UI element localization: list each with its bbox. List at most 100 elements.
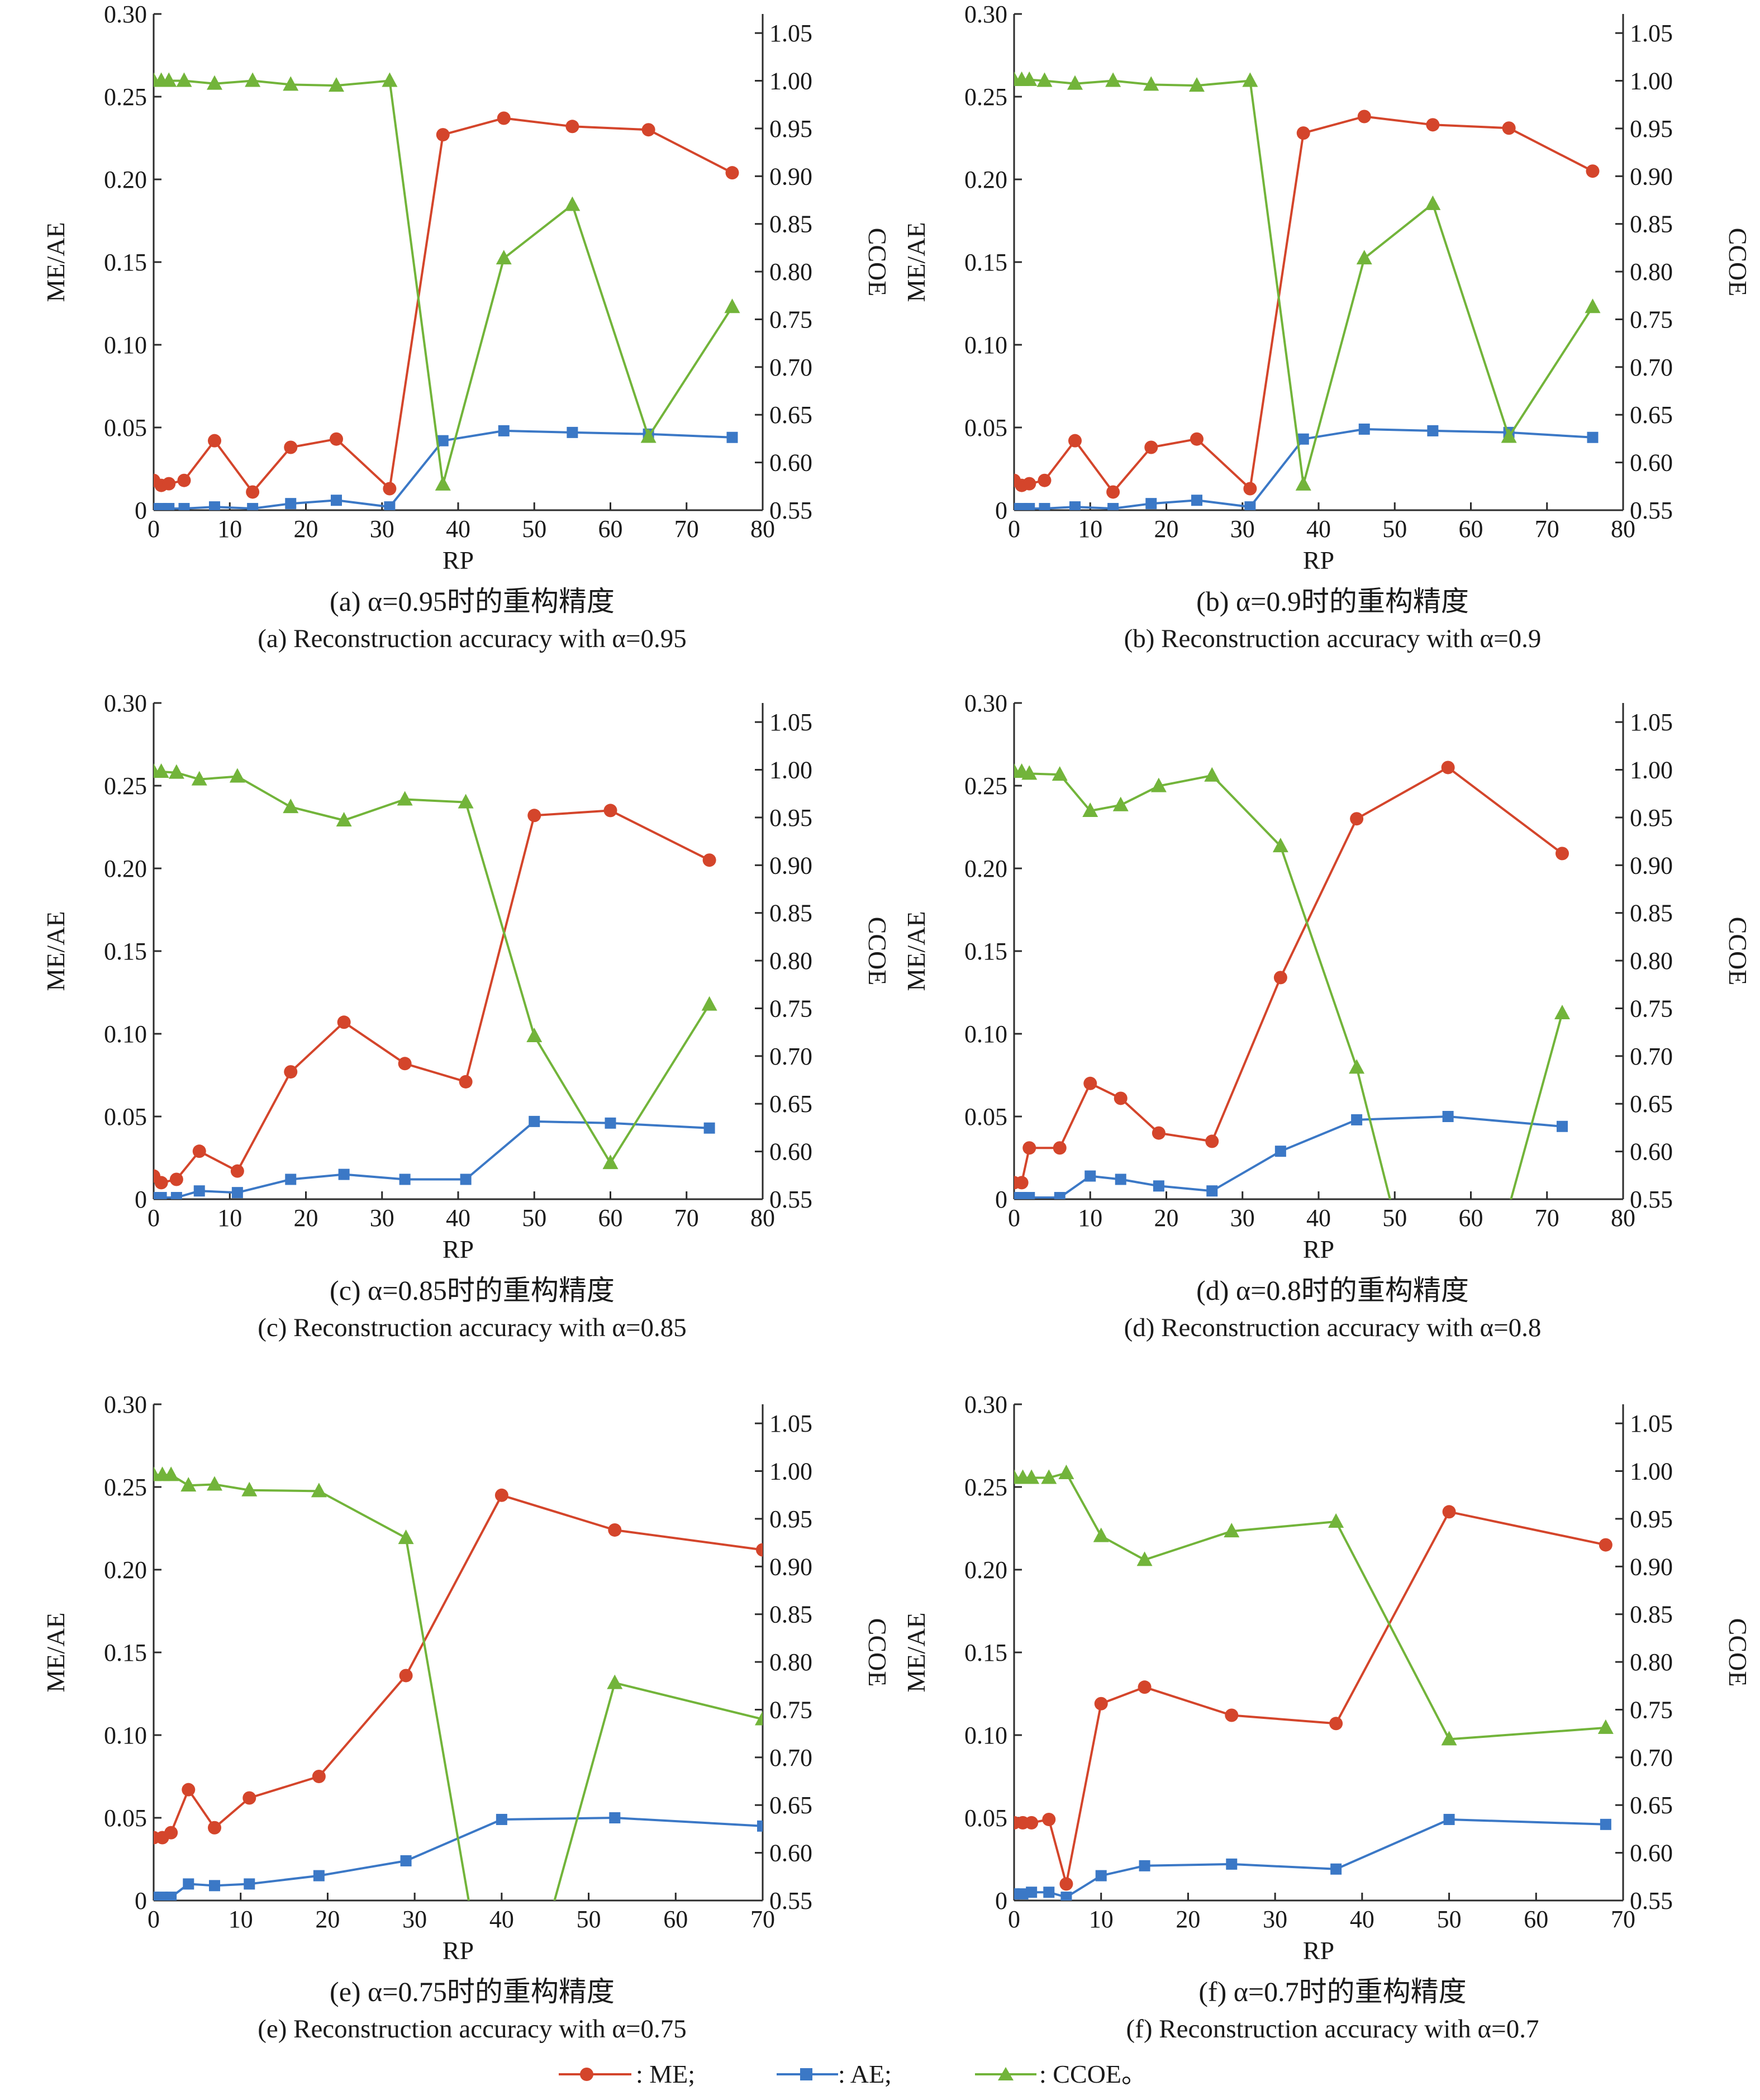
left-y-tick-label: 0.15: [104, 938, 147, 965]
ccoe-point: [1093, 1527, 1109, 1542]
x-tick-label: 30: [1230, 515, 1255, 543]
me-point: [1053, 1141, 1067, 1155]
x-tick-label: 50: [522, 1204, 546, 1232]
me-point: [284, 440, 298, 454]
x-tick-label: 50: [1382, 1204, 1407, 1232]
me-point: [164, 1826, 178, 1840]
x-tick-label: 20: [1176, 1906, 1200, 1933]
right-y-tick-label: 0.60: [769, 1840, 812, 1867]
me-point: [242, 1791, 256, 1805]
x-tick-label: 10: [1089, 1906, 1114, 1933]
me-point: [1025, 1816, 1039, 1830]
right-y-tick-label: 0.85: [1630, 211, 1673, 238]
left-y-tick-label: 0.10: [104, 1020, 147, 1048]
left-y-tick-label: 0.25: [104, 83, 147, 111]
plot-area: [154, 72, 740, 510]
me-point: [1042, 1812, 1056, 1826]
x-tick-label: 30: [402, 1906, 427, 1933]
right-axis-title: CCOE: [863, 917, 892, 986]
ae-point: [529, 1115, 540, 1127]
series-line-ae: [1014, 1818, 1606, 1899]
ae-point: [399, 1173, 411, 1185]
series-me: [154, 804, 716, 1190]
x-tick-label: 0: [1008, 1204, 1020, 1232]
right-y-tick-label: 0.60: [1630, 1840, 1673, 1867]
x-tick-label: 20: [1154, 1204, 1179, 1232]
ae-point: [1024, 503, 1035, 510]
ccoe-point: [435, 476, 451, 491]
ccoe-point: [1058, 1464, 1074, 1479]
ccoe-point: [564, 196, 581, 211]
caption-chinese: (e) α=0.75时的重构精度: [330, 1976, 615, 2007]
ccoe-point: [1272, 838, 1288, 853]
right-y-tick-label: 0.65: [1630, 1792, 1673, 1819]
legend-item-ccoe: : CCOE。: [975, 2060, 1147, 2088]
me-point: [459, 1075, 473, 1089]
ae-point: [183, 1878, 194, 1890]
right-axis-title: CCOE: [1724, 917, 1752, 986]
right-y-tick-label: 0.70: [769, 354, 812, 381]
caption-chinese: (d) α=0.8时的重构精度: [1196, 1275, 1469, 1306]
ae-point: [757, 1820, 763, 1832]
ae-point: [496, 1813, 507, 1825]
plot-area: [1014, 71, 1601, 510]
left-y-tick-label: 0.20: [964, 855, 1007, 882]
x-tick-label: 20: [315, 1906, 340, 1933]
ae-point: [331, 495, 342, 506]
right-y-tick-label: 0.85: [769, 900, 812, 927]
x-tick-label: 80: [1611, 1204, 1635, 1232]
ccoe-point: [398, 1529, 414, 1545]
me-point: [1059, 1877, 1073, 1891]
me-point: [312, 1770, 326, 1783]
x-tick-label: 30: [1263, 1906, 1287, 1933]
ccoe-point: [245, 72, 261, 87]
series-ae: [1014, 1111, 1568, 1199]
left-axis-title: ME/AE: [902, 222, 930, 302]
right-y-tick-label: 1.05: [769, 1410, 812, 1437]
left-y-tick-label: 0.20: [104, 855, 147, 882]
ae-point: [1017, 1888, 1029, 1900]
left-y-tick-label: 0.20: [104, 166, 147, 193]
me-point: [608, 1523, 622, 1537]
me-point: [399, 1669, 413, 1683]
x-tick-label: 50: [1382, 515, 1407, 543]
left-y-tick-label: 0.10: [104, 1722, 147, 1749]
ae-point: [165, 1892, 177, 1901]
me-point: [1350, 812, 1364, 826]
me-point: [497, 111, 511, 125]
ccoe-point: [1041, 1469, 1057, 1484]
ae-point: [163, 503, 175, 510]
ae-point: [231, 1187, 243, 1199]
series-ae: [154, 425, 738, 510]
ccoe-point: [163, 1466, 179, 1481]
left-y-tick-label: 0.05: [964, 1103, 1007, 1130]
right-y-tick-label: 0.70: [1630, 1744, 1673, 1771]
ccoe-point: [329, 77, 344, 92]
ae-point: [1069, 501, 1081, 510]
ae-point: [313, 1870, 325, 1882]
ae-point: [155, 1192, 167, 1199]
ccoe-point: [168, 764, 184, 779]
right-y-tick-label: 0.90: [1630, 163, 1673, 190]
x-tick-label: 70: [674, 1204, 699, 1232]
me-point: [641, 123, 655, 137]
ae-point: [1060, 1892, 1072, 1901]
me-point: [208, 1821, 221, 1835]
me-point: [1426, 118, 1440, 132]
right-y-tick-label: 0.85: [769, 211, 812, 238]
ccoe-point: [1150, 777, 1167, 792]
ccoe-point: [755, 1711, 763, 1726]
x-tick-label: 60: [598, 515, 623, 543]
ccoe-point: [229, 768, 245, 783]
left-y-tick-label: 0.30: [104, 1, 147, 28]
caption-english: (f) Reconstruction accuracy with α=0.7: [1126, 2015, 1539, 2044]
left-y-tick-label: 0.05: [104, 1804, 147, 1832]
ae-point: [1153, 1180, 1164, 1192]
right-y-tick-label: 0.80: [769, 258, 812, 286]
ccoe-point: [602, 1154, 619, 1170]
ccoe-point: [1036, 72, 1053, 87]
left-y-tick-label: 0.20: [964, 166, 1007, 193]
ccoe-point: [1441, 1731, 1457, 1746]
right-y-tick-label: 0.75: [1630, 306, 1673, 333]
right-y-tick-label: 0.65: [769, 401, 812, 429]
